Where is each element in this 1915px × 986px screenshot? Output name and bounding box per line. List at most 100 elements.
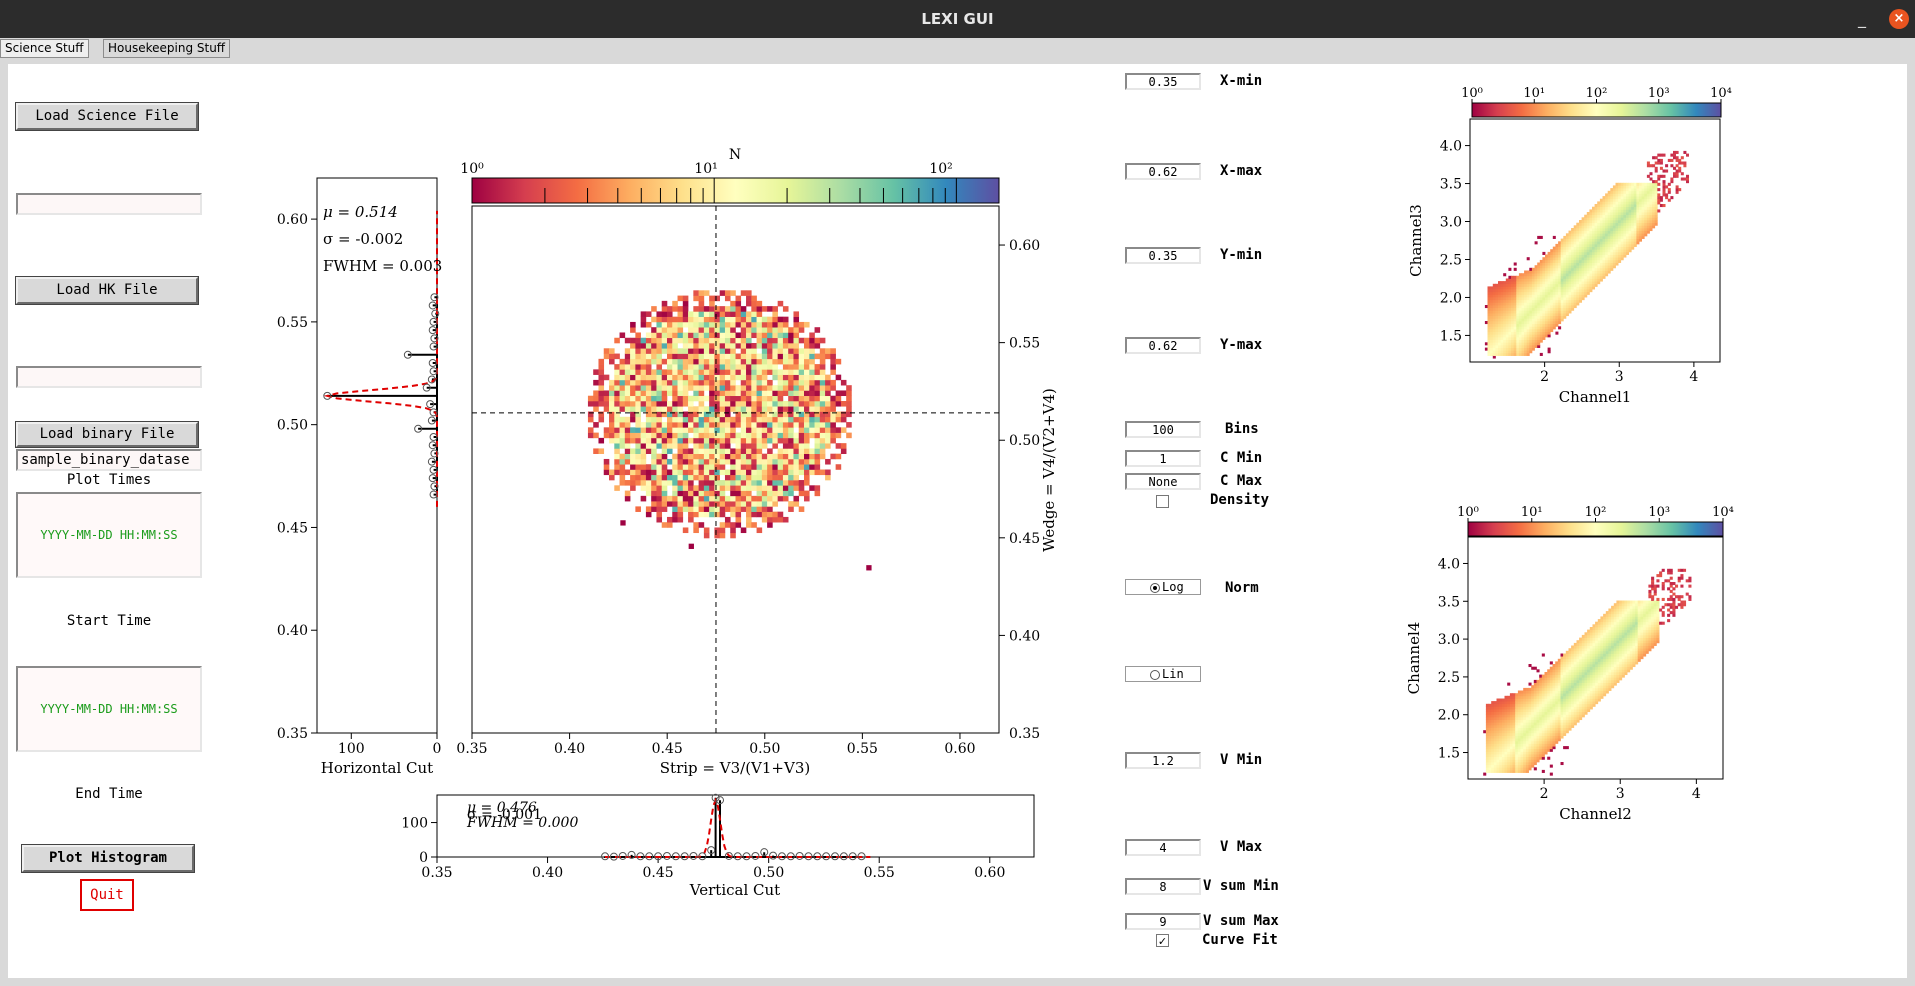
heatmap-cell — [630, 385, 636, 391]
heatmap-cell — [767, 411, 773, 418]
curve-fit-checkbox[interactable]: ✓ — [1156, 934, 1169, 948]
heatmap-cell — [603, 469, 610, 476]
channel-heatmap-cell — [1545, 329, 1549, 333]
channel-heatmap-cell — [1507, 706, 1511, 710]
channel-heatmap-cell — [1537, 342, 1541, 346]
heatmap-cell — [798, 506, 805, 512]
density-checkbox[interactable] — [1156, 495, 1169, 508]
channel-heatmap-cell — [1641, 190, 1645, 194]
channel-heatmap-cell — [1579, 656, 1583, 660]
vsum-min-input[interactable]: 8 — [1125, 878, 1201, 895]
channel-heatmap-cell — [1605, 265, 1609, 269]
channel-heatmap-cell — [1623, 230, 1627, 234]
vmin-input[interactable]: 1.2 — [1125, 752, 1201, 769]
norm-lin-radio[interactable]: Lin — [1125, 666, 1201, 682]
channel-heatmap-cell — [1539, 711, 1543, 715]
hcut-point — [430, 449, 439, 458]
channel-heatmap-cell — [1626, 225, 1630, 229]
heatmap-cell — [777, 495, 784, 502]
heatmap-cell — [804, 411, 810, 418]
channel-heatmap-cell — [1512, 693, 1516, 697]
channel-heatmap-cell — [1555, 679, 1559, 683]
science-file-path-input[interactable] — [16, 193, 202, 215]
channel-heatmap-cell — [1528, 664, 1532, 668]
close-button[interactable]: × — [1889, 9, 1909, 29]
vcut-sigma: σ = -0.001 — [467, 807, 542, 823]
channel-heatmap-cell — [1533, 743, 1537, 747]
channel-heatmap-cell — [1592, 259, 1596, 263]
load-science-file-button[interactable]: Load Science File — [15, 102, 199, 131]
heatmap-cell — [735, 458, 742, 465]
channel-heatmap-cell — [1507, 746, 1511, 750]
channel-heatmap-cell — [1503, 315, 1507, 319]
heatmap-cell — [688, 358, 694, 365]
heatmap-cell — [761, 358, 768, 365]
heatmap-cell — [682, 353, 689, 360]
tab-science-stuff[interactable]: Science Stuff — [0, 39, 89, 58]
channel-heatmap-cell — [1490, 334, 1494, 338]
load-binary-file-button[interactable]: Load binary File — [15, 421, 199, 448]
channel-heatmap-cell — [1531, 756, 1535, 760]
heatmap-cell — [709, 364, 715, 370]
heatmap-cell — [793, 411, 800, 418]
heatmap-cell — [798, 321, 805, 328]
channel-heatmap-cell — [1528, 693, 1532, 697]
start-time-input[interactable]: YYYY-MM-DD HH:MM:SS — [16, 492, 202, 578]
heatmap-cell — [693, 369, 699, 375]
channel-heatmap-cell — [1571, 645, 1575, 649]
heatmap-cell — [735, 316, 742, 323]
channel-heatmap-cell — [1534, 283, 1538, 287]
ymin-input[interactable]: 0.35 — [1125, 247, 1201, 264]
channel-heatmap-cell — [1597, 214, 1601, 218]
binary-file-path-input[interactable]: sample_binary_datase — [16, 449, 202, 471]
channel-heatmap-cell — [1631, 212, 1635, 216]
channel-heatmap-cell — [1531, 754, 1535, 758]
channel-heatmap-cell — [1504, 722, 1508, 726]
plot-histogram-button[interactable]: Plot Histogram — [21, 844, 195, 873]
hk-file-path-input[interactable] — [16, 366, 202, 388]
channel-heatmap-cell — [1557, 672, 1561, 676]
channel-heatmap-cell — [1646, 212, 1650, 216]
vsum-max-input[interactable]: 9 — [1125, 913, 1201, 930]
channel-heatmap-cell — [1589, 214, 1593, 218]
xmax-input[interactable]: 0.62 — [1125, 163, 1201, 180]
channel-heatmap-cell — [1573, 693, 1577, 697]
end-time-input[interactable]: YYYY-MM-DD HH:MM:SS — [16, 666, 202, 752]
channel-heatmap-cell — [1563, 703, 1567, 707]
channel-heatmap-cell — [1518, 310, 1522, 314]
quit-button[interactable]: Quit — [80, 879, 134, 911]
cmax-input[interactable]: None — [1125, 473, 1201, 490]
heatmap-cell — [645, 348, 652, 354]
vmax-input[interactable]: 4 — [1125, 839, 1201, 856]
channel-heatmap-cell — [1485, 769, 1489, 773]
channel-heatmap-cell — [1563, 267, 1567, 271]
channel-heatmap-cell — [1515, 717, 1519, 721]
norm-log-radio[interactable]: Log — [1125, 579, 1201, 595]
heatmap-cell — [688, 501, 694, 507]
heatmap-cell — [698, 464, 705, 470]
channel-heatmap-cell — [1571, 265, 1575, 269]
minimize-button[interactable]: _ — [1858, 9, 1866, 28]
xmin-input[interactable]: 0.35 — [1125, 73, 1201, 90]
vmax-label: V Max — [1220, 839, 1263, 855]
channel-heatmap-cell — [1610, 188, 1614, 192]
channel-heatmap-cell — [1686, 174, 1690, 178]
heatmap-cell — [688, 448, 694, 454]
hcut-mu: μ = 0.514 — [323, 203, 398, 221]
channel-heatmap-cell — [1498, 344, 1502, 348]
tab-housekeeping-stuff[interactable]: Housekeeping Stuff — [103, 39, 231, 58]
heatmap-cell — [656, 343, 663, 349]
heatmap-cell — [693, 495, 699, 502]
channel-heatmap-cell — [1633, 235, 1637, 239]
ymax-input[interactable]: 0.62 — [1125, 337, 1201, 354]
channel-heatmap-cell — [1557, 666, 1561, 670]
cmin-input[interactable]: 1 — [1125, 450, 1201, 467]
bins-input[interactable]: 100 — [1125, 421, 1201, 438]
channel-heatmap-cell — [1594, 225, 1598, 229]
load-hk-file-button[interactable]: Load HK File — [15, 276, 199, 305]
channel-heatmap-cell — [1505, 323, 1509, 327]
channel-heatmap-cell — [1513, 336, 1517, 340]
heatmap-cell — [719, 400, 726, 407]
heatmap-cell — [677, 406, 684, 412]
heatmap-cell — [761, 506, 768, 512]
